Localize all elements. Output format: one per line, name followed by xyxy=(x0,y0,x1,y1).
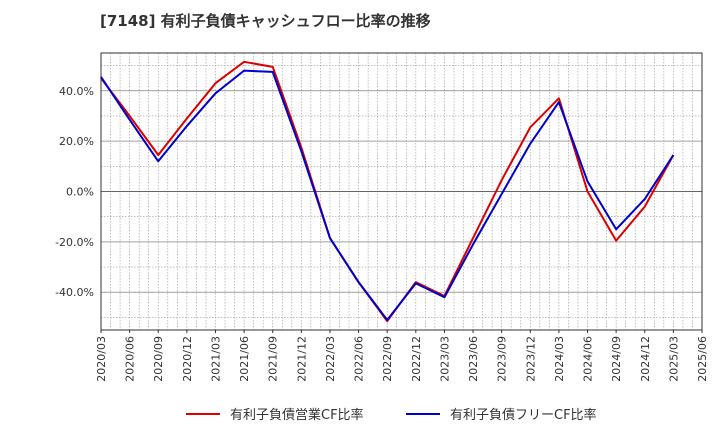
x-tick-label: 2025/03 xyxy=(667,336,680,382)
series-line-1 xyxy=(100,60,675,323)
series-lines xyxy=(100,60,675,323)
x-tick-label: 2021/06 xyxy=(238,336,251,382)
legend-label-2: 有利子負債フリーCF比率 xyxy=(450,407,597,423)
x-tick-label: 2023/12 xyxy=(524,336,537,382)
x-tick-label: 2021/12 xyxy=(295,336,308,382)
x-tick-label: 2023/03 xyxy=(438,336,451,382)
x-tick-label: 2022/06 xyxy=(353,336,366,382)
y-tick-label: 0.0% xyxy=(66,186,94,199)
legend: 有利子負債営業CF比率 有利子負債フリーCF比率 xyxy=(186,407,597,423)
plot-area-border xyxy=(100,52,703,331)
x-tick-label: 2020/06 xyxy=(124,336,137,382)
x-tick-label: 2022/12 xyxy=(410,336,423,382)
x-tick-label: 2020/03 xyxy=(95,336,108,382)
x-tick-label: 2023/06 xyxy=(467,336,480,382)
x-tick-label: 2023/09 xyxy=(496,336,509,382)
y-tick-label: 40.0% xyxy=(59,85,94,98)
x-tick-label: 2022/09 xyxy=(381,336,394,382)
x-tick-label: 2021/09 xyxy=(267,336,280,382)
grid xyxy=(101,53,702,330)
x-tick-label: 2024/09 xyxy=(610,336,623,382)
x-tick-label: 2025/06 xyxy=(696,336,709,382)
x-tick-label: 2024/06 xyxy=(582,336,595,382)
x-tick-label: 2021/03 xyxy=(209,336,222,382)
x-tick-label: 2022/03 xyxy=(324,336,337,382)
y-tick-label: -20.0% xyxy=(55,236,94,249)
x-tick-label: 2020/12 xyxy=(181,336,194,382)
y-tick-label: -40.0% xyxy=(55,286,94,299)
x-tick-label: 2024/12 xyxy=(639,336,652,382)
x-tick-label: 2020/09 xyxy=(152,336,165,382)
legend-label-1: 有利子負債営業CF比率 xyxy=(230,407,364,423)
y-tick-label: 20.0% xyxy=(59,135,94,148)
axes: -40.0% -20.0% 0.0% 20.0% 40.0% 2020/03 2020/06… xyxy=(55,52,709,382)
chart-title: [7148] 有利子負債キャッシュフロー比率の推移 xyxy=(100,12,431,30)
x-tick-label: 2024/03 xyxy=(553,336,566,382)
series-line-2 xyxy=(100,69,675,321)
